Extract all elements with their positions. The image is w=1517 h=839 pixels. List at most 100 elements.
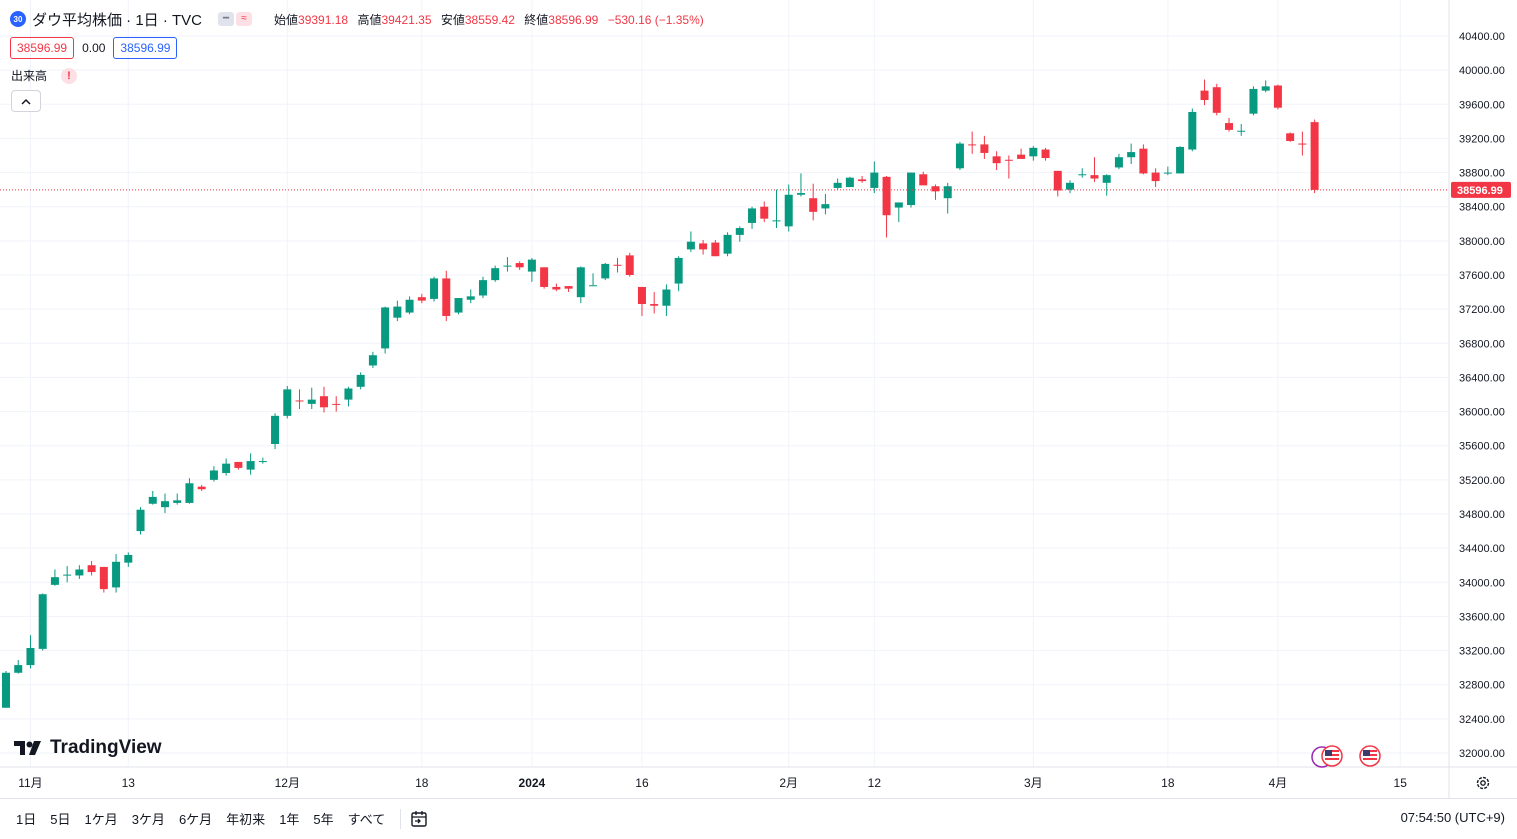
candle-body [662, 289, 671, 306]
candle-body [50, 577, 59, 585]
y-tick-label: 39600.00 [1459, 99, 1505, 111]
compare-toggle[interactable]: ━ ≈ [218, 12, 253, 26]
y-tick-label: 33600.00 [1459, 611, 1505, 623]
candle-body [87, 565, 96, 573]
candle-body [625, 255, 634, 275]
sell-button[interactable]: 38596.99 [10, 37, 75, 59]
candle-body [1139, 148, 1148, 174]
candle-body [637, 286, 646, 305]
us-flag-icon[interactable] [1311, 745, 1343, 768]
collapse-chevron-icon[interactable] [11, 90, 41, 112]
y-tick-label: 33200.00 [1459, 646, 1505, 658]
candle-body [711, 242, 720, 257]
candle-body [1029, 147, 1038, 157]
candle-body [992, 156, 1001, 164]
range-button[interactable]: すべて [347, 812, 386, 827]
candle-body [430, 278, 439, 299]
spread-value: 0.00 [82, 41, 106, 55]
y-tick-label: 32000.00 [1459, 748, 1505, 760]
candles [2, 79, 1319, 708]
price-axis[interactable]: 32000.00 32400.00 32800.00 33200.00 33600.00… [1451, 31, 1511, 760]
candle-body [112, 561, 121, 588]
volume-label: 出来高 [11, 69, 48, 83]
candle-body [796, 193, 805, 195]
candle-body [185, 483, 194, 503]
symbol-title[interactable]: ダウ平均株価 · 1日 · TVC [32, 11, 203, 29]
candle-body [1273, 85, 1282, 108]
calendar-range-icon[interactable] [409, 809, 429, 829]
candle-body [1200, 90, 1209, 101]
candle-body [503, 265, 512, 267]
approx-icon[interactable]: ≈ [236, 12, 253, 26]
candle-body [515, 263, 524, 268]
candle-body [478, 280, 487, 296]
range-button[interactable]: 1ケ月 [84, 812, 118, 827]
candle-body [833, 182, 842, 188]
open-value: 39391.18 [298, 12, 349, 27]
x-tick-label: 18 [1161, 776, 1175, 790]
candle-body [160, 501, 169, 508]
candle-body [14, 665, 23, 673]
range-button[interactable]: 1年 [279, 812, 300, 827]
candle-body [393, 306, 402, 318]
tradingview-logo-icon [14, 741, 41, 755]
candle-body [564, 286, 573, 289]
candle-body [907, 172, 916, 206]
x-tick-label: 2月 [779, 776, 798, 790]
candle-body [540, 267, 549, 287]
last-price-label: 38596.99 [1457, 185, 1503, 197]
volume-indicator[interactable]: 出来高 ! [11, 67, 78, 84]
buy-button[interactable]: 38596.99 [113, 37, 178, 59]
candle-body [356, 374, 365, 387]
candlestick-chart[interactable]: 32000.00 32400.00 32800.00 33200.00 33600.00… [0, 0, 1517, 798]
candle-body [246, 461, 255, 470]
range-button[interactable]: 5日 [50, 812, 71, 827]
y-tick-label: 36000.00 [1459, 407, 1505, 419]
candle-body [1249, 88, 1258, 114]
candle-body [748, 208, 757, 223]
candle-body [845, 177, 854, 188]
x-tick-label: 4月 [1269, 776, 1288, 790]
y-tick-label: 37200.00 [1459, 304, 1505, 316]
minus-icon[interactable]: ━ [218, 12, 235, 26]
y-tick-label: 37600.00 [1459, 270, 1505, 282]
warning-icon[interactable]: ! [61, 67, 78, 84]
candle-body [1114, 157, 1123, 168]
x-tick-label: 2024 [519, 776, 546, 790]
candle-body [75, 569, 84, 576]
candle-body [1066, 182, 1075, 190]
event-markers[interactable] [1311, 745, 1386, 771]
candle-body [1017, 154, 1026, 159]
clock[interactable]: 07:54:50 (UTC+9) [1400, 810, 1505, 825]
candle-body [772, 220, 781, 222]
range-button[interactable]: 5年 [313, 812, 334, 827]
candle-body [1102, 175, 1111, 183]
x-tick-label: 12月 [275, 776, 300, 790]
us-flag-icon[interactable] [1359, 745, 1381, 767]
tradingview-logo[interactable]: TradingView [14, 737, 162, 759]
y-tick-label: 39200.00 [1459, 133, 1505, 145]
symbol-icon[interactable]: 30 [10, 11, 26, 27]
candle-body [63, 574, 72, 576]
candle-body [943, 186, 952, 199]
range-button[interactable]: 6ケ月 [178, 812, 213, 827]
candle-body [1310, 122, 1319, 190]
settings-gear-icon[interactable] [1475, 775, 1491, 791]
candle-body [674, 257, 683, 284]
candle-body [686, 241, 695, 250]
high-label: 高値 [357, 12, 382, 27]
candle-body [332, 403, 341, 405]
range-button[interactable]: 年初来 [226, 812, 266, 827]
x-tick-label: 13 [122, 776, 136, 790]
range-button[interactable]: 1日 [16, 812, 37, 827]
candle-body [222, 463, 231, 474]
x-tick-label: 12 [868, 776, 882, 790]
time-axis[interactable]: 11月 13 12月 18 2024 16 2月 12 3月 18 4月 15 [18, 776, 1407, 790]
candle-body [307, 399, 316, 404]
candle-body [1127, 152, 1136, 158]
y-tick-label: 34800.00 [1459, 509, 1505, 521]
range-button[interactable]: 3ケ月 [131, 812, 165, 827]
y-tick-label: 36800.00 [1459, 338, 1505, 350]
last-price-badge[interactable] [1451, 181, 1511, 198]
candle-body [442, 278, 451, 316]
